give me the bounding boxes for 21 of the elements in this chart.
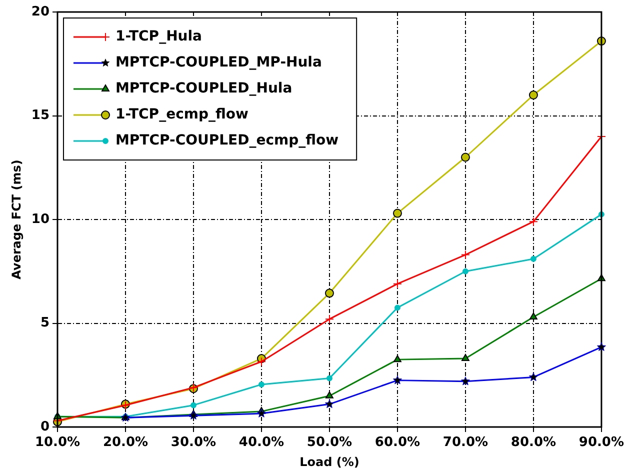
y-tick-label: 20 [31, 4, 50, 20]
x-tick-label: 60.0% [374, 435, 420, 450]
x-axis-title: Load (%) [300, 454, 360, 469]
x-tick-label: 90.0% [578, 435, 624, 450]
x-tick-label: 30.0% [170, 435, 216, 450]
x-tick-label: 70.0% [442, 435, 488, 450]
legend-label: MPTCP-COUPLED_Hula [115, 80, 292, 97]
y-tick-label: 0 [40, 419, 50, 434]
legend-label: MPTCP-COUPLED_ecmp_flow [115, 132, 339, 149]
legend-label: MPTCP-COUPLED_MP-Hula [115, 54, 322, 71]
y-tick-label: 15 [31, 108, 50, 124]
y-tick-label: 10 [31, 212, 50, 227]
x-tick-label: 20.0% [102, 435, 148, 450]
x-tick-label: 80.0% [510, 435, 556, 450]
x-tick-label: 40.0% [238, 435, 284, 450]
legend-label: 1-TCP_Hula [115, 28, 202, 45]
y-tick-label: 5 [40, 316, 50, 331]
y-axis-title: Average FCT (ms) [9, 160, 24, 280]
x-tick-label: 50.0% [306, 435, 352, 450]
legend-label: 1-TCP_ecmp_flow [115, 106, 248, 123]
x-tick-label: 10.0% [34, 435, 80, 450]
